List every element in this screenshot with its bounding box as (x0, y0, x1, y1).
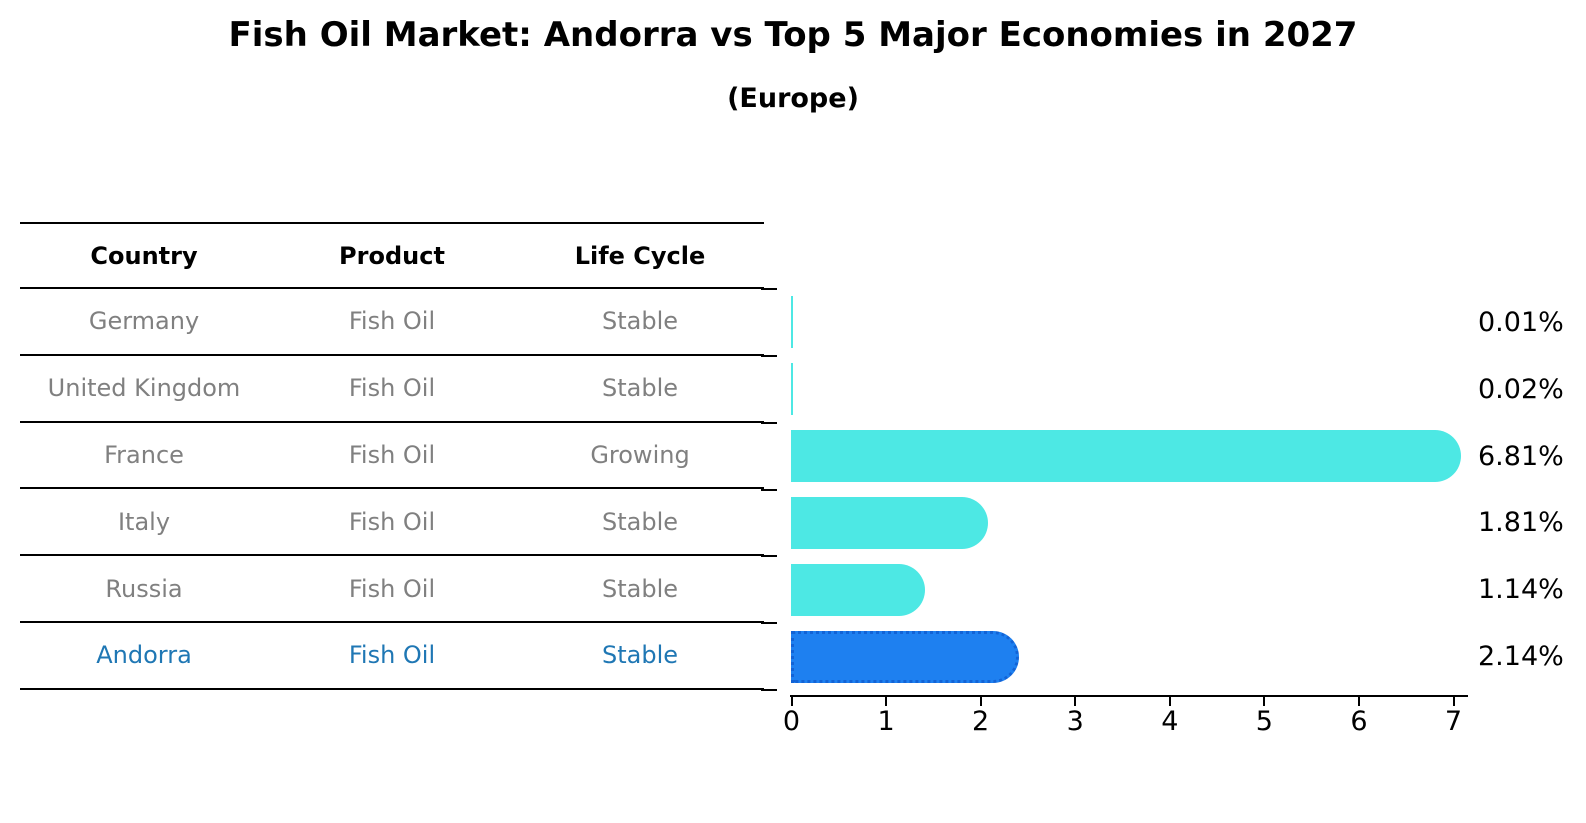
cell-life-cycle: Stable (601, 574, 679, 603)
bar-value-label: 1.14% (1478, 574, 1564, 606)
cell-product: Fish Oil (348, 641, 436, 670)
cell-country: Germany (88, 307, 200, 336)
cell-country: France (104, 440, 184, 469)
y-axis-tick (761, 689, 777, 691)
y-axis-tick (761, 622, 777, 625)
x-axis-tick (1357, 697, 1360, 706)
cell-product: Fish Oil (348, 440, 436, 469)
x-axis-tick-label: 1 (877, 706, 895, 737)
header-product: Product (339, 241, 445, 270)
bar-united-kingdom (791, 363, 793, 416)
cell-product: Fish Oil (348, 574, 436, 603)
x-axis-tick-label: 4 (1161, 706, 1179, 737)
x-axis-tick (1168, 697, 1171, 706)
cell-country: Italy (117, 507, 171, 536)
bar-value-label: 2.14% (1478, 641, 1564, 673)
bar-andorra (791, 630, 1020, 683)
x-axis-tick-label: 2 (972, 706, 990, 737)
cell-country: Andorra (96, 641, 192, 670)
table-row: Italy Fish Oil Stable (20, 489, 764, 557)
x-axis-tick-label: 6 (1350, 706, 1368, 737)
table-header-row: Country Product Life Cycle (20, 222, 764, 289)
y-axis-tick (761, 288, 777, 290)
y-axis-tick (761, 354, 777, 357)
cell-product: Fish Oil (348, 307, 436, 336)
x-axis-tick (1263, 697, 1266, 706)
bar-value-label: 1.81% (1478, 507, 1564, 539)
cell-life-cycle: Stable (601, 641, 679, 670)
header-life-cycle: Life Cycle (574, 241, 706, 270)
bar-germany (791, 296, 793, 349)
x-axis-tick (1452, 697, 1455, 706)
x-axis-tick-label: 5 (1255, 706, 1273, 737)
bar-italy (791, 496, 989, 549)
x-axis-tick (885, 697, 888, 706)
bar-france (791, 430, 1462, 483)
bar-value-label: 0.01% (1478, 306, 1564, 338)
cell-country: Russia (105, 574, 183, 603)
cell-product: Fish Oil (348, 507, 436, 536)
cell-life-cycle: Growing (590, 440, 690, 469)
table-row: Russia Fish Oil Stable (20, 556, 764, 623)
x-axis-tick (790, 697, 793, 706)
table-row: Germany Fish Oil Stable (20, 289, 764, 356)
x-axis-tick-label: 0 (782, 706, 801, 737)
cell-life-cycle: Stable (601, 374, 679, 403)
table-row: Andorra Fish Oil Stable (20, 623, 764, 690)
x-axis-tick (979, 697, 982, 706)
y-axis-tick (761, 555, 777, 558)
page-title: Fish Oil Market: Andorra vs Top 5 Major … (228, 15, 1358, 55)
bar-russia (791, 563, 925, 616)
bar-chart-plot-area: 0 1 2 3 4 5 6 7 (761, 288, 1468, 737)
y-axis-tick (761, 488, 777, 491)
cell-country: United Kingdom (47, 374, 241, 403)
header-country: Country (90, 241, 198, 270)
page-subtitle: (Europe) (727, 83, 859, 114)
bar-value-label: 0.02% (1478, 373, 1564, 405)
bar-value-label: 6.81% (1478, 440, 1564, 472)
country-table: Country Product Life Cycle Germany Fish … (20, 222, 764, 690)
table-row: France Fish Oil Growing (20, 423, 764, 490)
y-axis-tick (761, 421, 777, 424)
cell-product: Fish Oil (348, 374, 436, 403)
x-axis-tick (1074, 697, 1077, 706)
cell-life-cycle: Stable (601, 507, 679, 536)
x-axis-tick-label: 3 (1066, 706, 1084, 737)
bar-value-labels: 0.01% 0.02% 6.81% 1.81% 1.14% 2.14% (1478, 289, 1582, 690)
cell-life-cycle: Stable (601, 307, 679, 336)
x-axis-tick-label: 7 (1444, 706, 1463, 737)
table-row: United Kingdom Fish Oil Stable (20, 356, 764, 423)
